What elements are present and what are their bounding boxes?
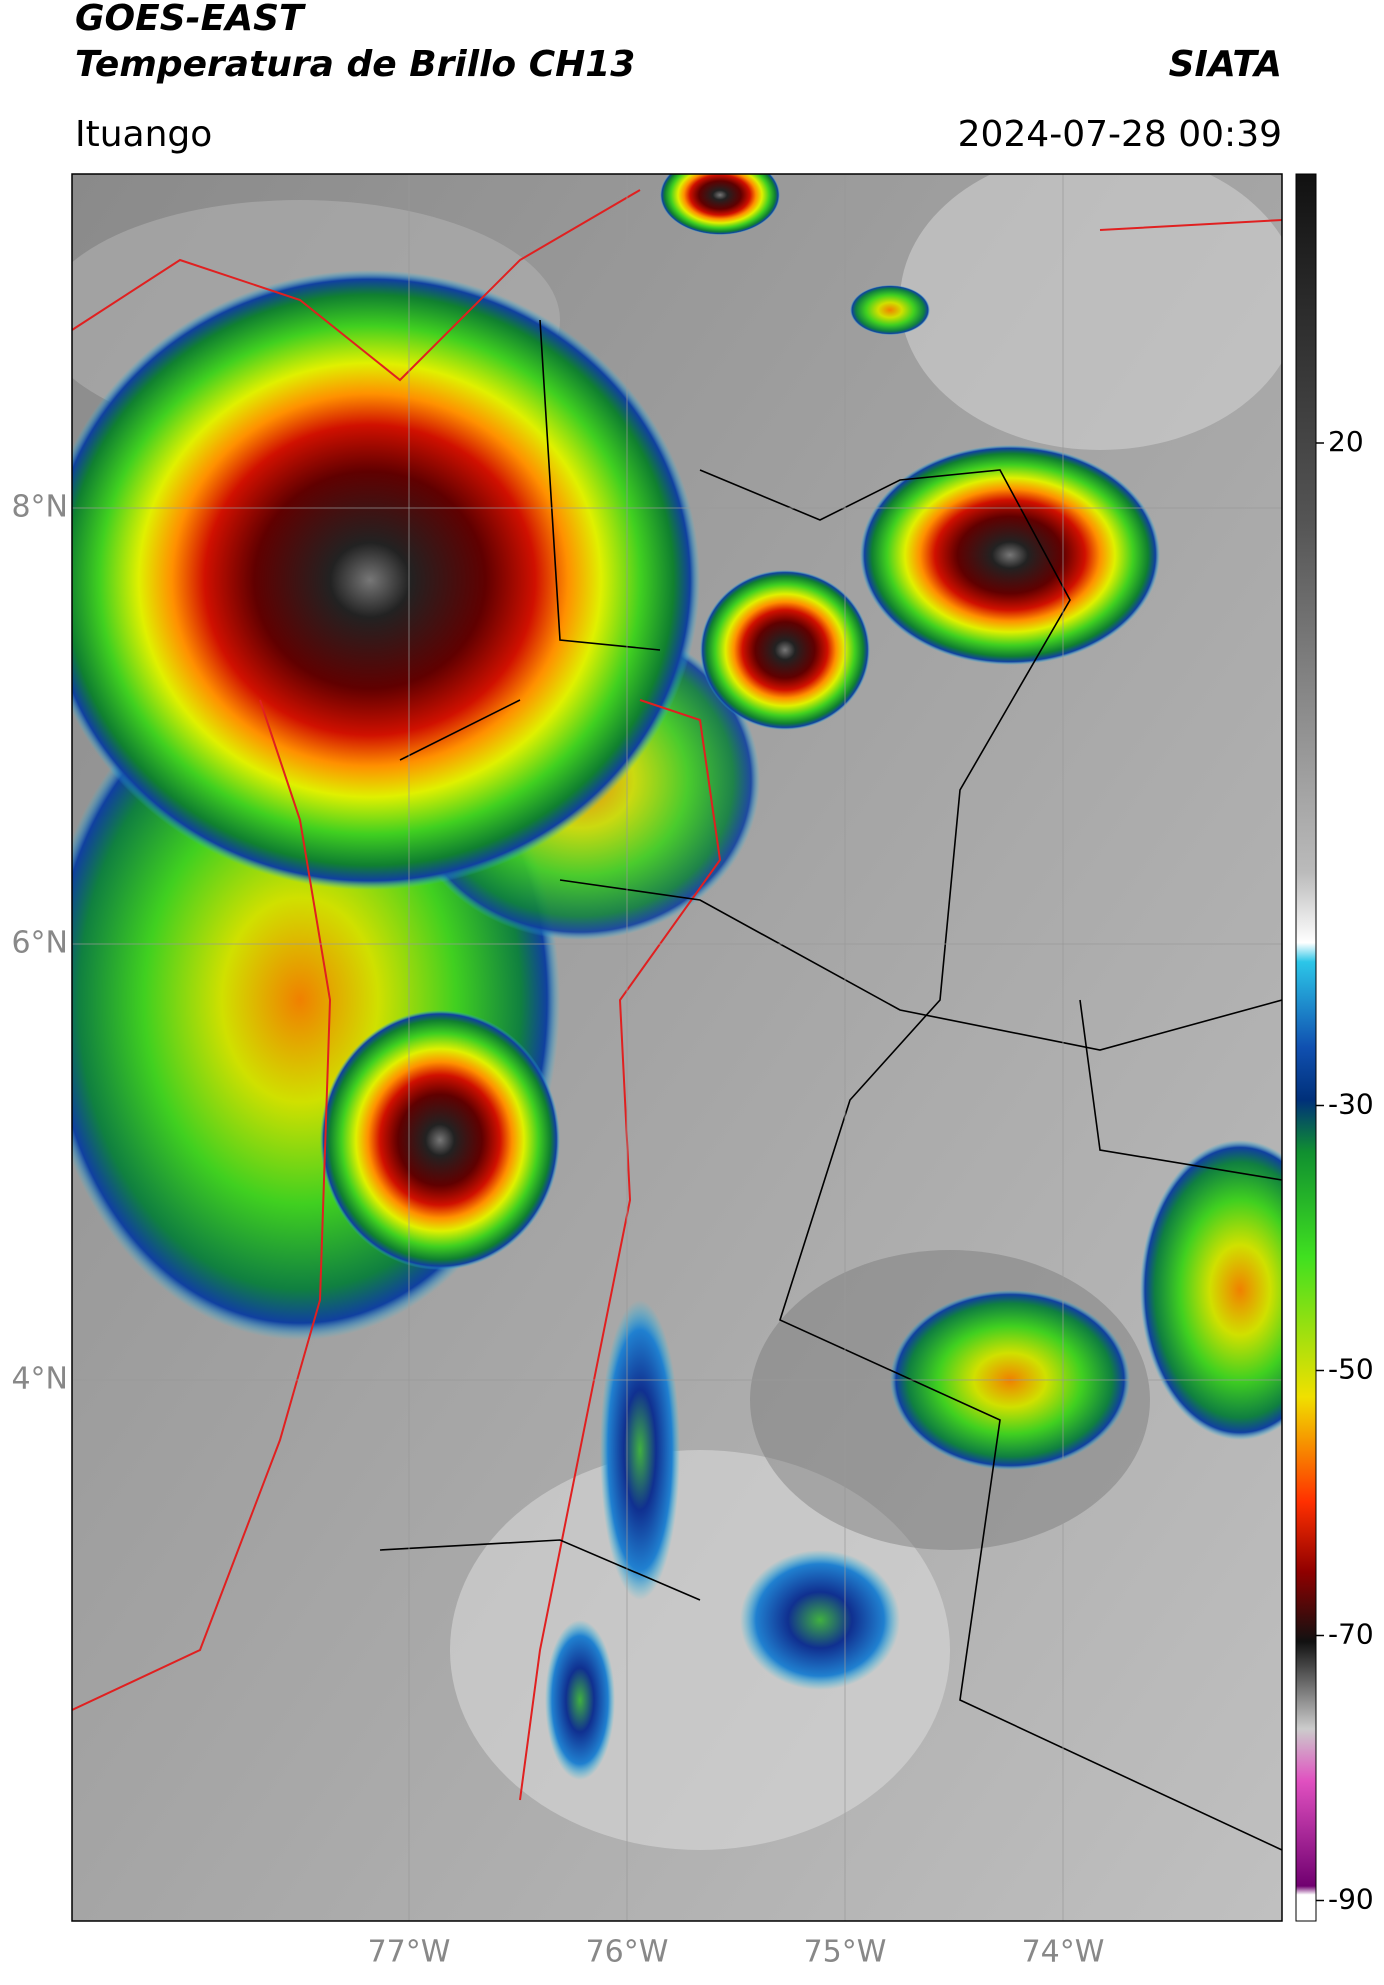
map-frame (71, 173, 1283, 1922)
colorbar-tick-label: 20 (1328, 425, 1364, 458)
location: Ituango (75, 114, 212, 155)
lon-tick-label: 75°W (804, 1935, 887, 1970)
lon-tick-label: 77°W (368, 1935, 451, 1970)
lat-tick-label: 4°N (11, 1362, 68, 1397)
lat-tick-label: 8°N (11, 490, 68, 525)
lon-tick-label: 74°W (1022, 1935, 1105, 1970)
subtitle: Temperatura de Brillo CH13 (75, 44, 635, 85)
colorbar-tick-label: -70 (1328, 1618, 1374, 1651)
source: SIATA (1169, 44, 1282, 85)
satellite-image (72, 174, 1282, 1921)
lat-tick-label: 6°N (11, 926, 68, 961)
title: GOES-EAST (75, 0, 306, 39)
colorbar-tick-label: -90 (1328, 1883, 1374, 1916)
colorbar-tick-label: -30 (1328, 1088, 1374, 1121)
colorbar-tick-label: -50 (1328, 1353, 1374, 1386)
colorbar (1295, 173, 1317, 1922)
lon-tick-label: 76°W (586, 1935, 669, 1970)
datetime: 2024-07-28 00:39 (958, 114, 1282, 155)
